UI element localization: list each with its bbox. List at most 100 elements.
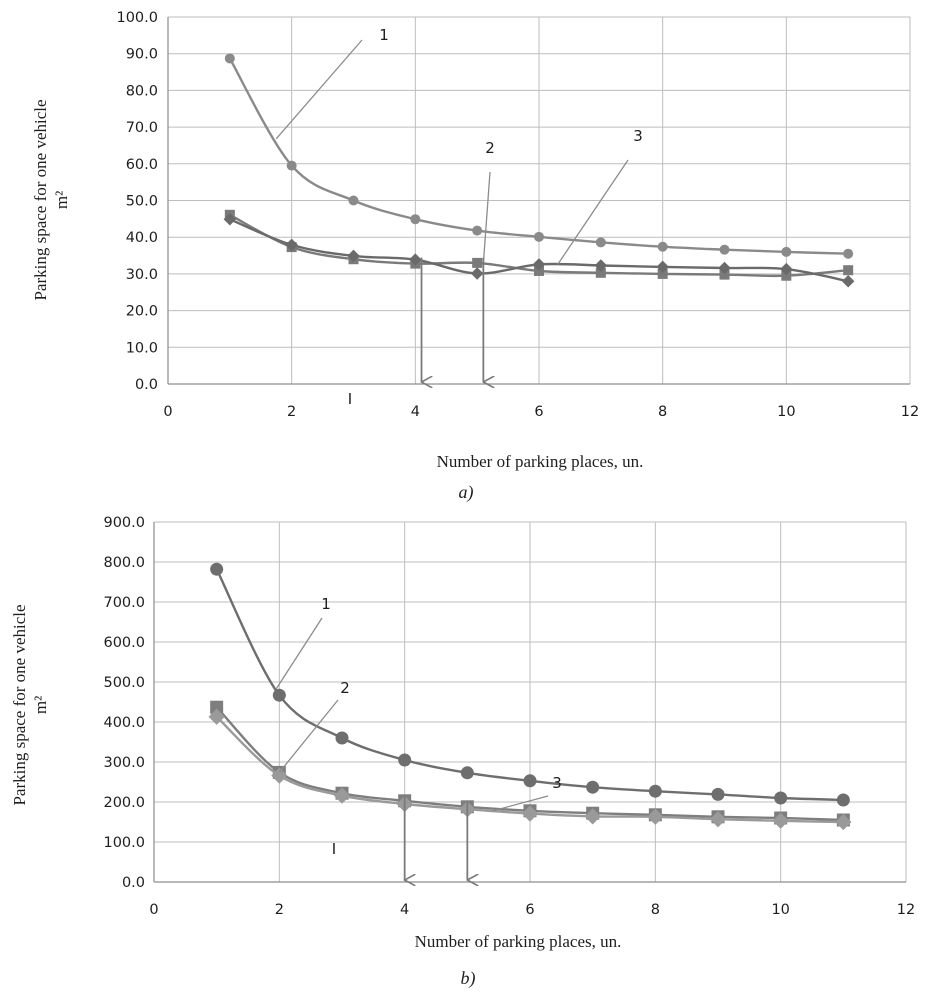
x-axis-label: Number of parking places, un.: [415, 932, 622, 951]
y-tick-label: 100.0: [116, 10, 158, 26]
data-point-circle: [586, 780, 600, 794]
y-tick-label: 700.0: [103, 595, 145, 611]
data-point-square: [719, 269, 730, 280]
annotation-leader: [482, 171, 491, 264]
gridlines: [167, 16, 911, 385]
data-point-diamond: [772, 812, 789, 829]
data-point-circle: [836, 793, 850, 807]
marker-text: I: [332, 840, 336, 858]
data-point-square: [843, 265, 854, 276]
x-tick-label: 2: [287, 404, 296, 420]
gridlines: [153, 521, 907, 883]
data-point-diamond: [521, 805, 539, 822]
data-point-circle: [410, 214, 421, 225]
y-tick-label: 100.0: [103, 835, 145, 851]
data-point-square: [534, 265, 544, 276]
data-point-circle: [472, 225, 483, 236]
y-tick-label: 300.0: [103, 755, 145, 771]
data-point-circle: [595, 237, 606, 248]
data-point-circle: [272, 688, 286, 702]
x-tick-label: 4: [400, 902, 409, 918]
data-point-diamond: [835, 813, 852, 831]
data-point-diamond: [594, 259, 608, 272]
y-tick-label: 70.0: [126, 120, 158, 136]
data-point-diamond: [532, 258, 546, 271]
data-point-diamond: [470, 267, 484, 280]
data-point-circle: [335, 731, 349, 745]
annotation-leader: [275, 39, 363, 140]
data-point-circle: [648, 784, 662, 798]
marker-text: I: [348, 390, 352, 408]
data-point-diamond: [409, 253, 422, 266]
y-tick-label: 600.0: [103, 635, 145, 651]
data-point-square: [210, 700, 224, 714]
x-tick-label: 4: [411, 404, 420, 420]
data-point-circle: [711, 787, 725, 801]
y-axis-label: Parking space for one vehicle: [10, 604, 29, 805]
x-tick-label: 8: [658, 404, 667, 420]
data-point-circle: [657, 241, 668, 252]
data-point-diamond: [841, 274, 855, 288]
annotation-leader: [492, 795, 549, 812]
data-point-circle: [210, 562, 224, 576]
caption: a): [459, 482, 474, 503]
x-tick-label: 0: [149, 902, 158, 918]
annotation-label: 3: [552, 774, 562, 792]
x-tick-label: 12: [901, 404, 919, 420]
y-axis-unit: m²: [52, 191, 71, 209]
data-point-circle: [460, 766, 474, 780]
annotation-leader: [278, 699, 339, 773]
data-point-circle: [774, 791, 788, 805]
data-point-diamond: [709, 811, 727, 828]
chart-a: Parking space for one vehicle m² Number …: [31, 10, 919, 503]
x-tick-label: 8: [651, 902, 660, 918]
data-point-diamond: [285, 238, 298, 252]
data-point-square: [781, 270, 792, 281]
y-tick-label: 900.0: [103, 515, 145, 531]
data-point-square: [657, 268, 668, 279]
data-point-diamond: [647, 808, 664, 825]
y-tick-label: 90.0: [126, 47, 158, 63]
y-tick-label: 10.0: [126, 340, 158, 356]
y-axis-unit: m²: [31, 696, 50, 714]
x-axis-label: Number of parking places, un.: [437, 452, 644, 471]
y-tick-label: 50.0: [126, 194, 158, 210]
y-tick-label: 0.0: [135, 377, 158, 393]
y-tick-label: 80.0: [126, 83, 158, 99]
x-tick-label: 2: [275, 902, 284, 918]
x-tick-label: 12: [897, 902, 915, 918]
annotation-leader: [275, 617, 323, 690]
data-point-diamond: [718, 261, 731, 275]
annotation-leader: [557, 159, 629, 266]
data-point-circle: [719, 244, 730, 255]
data-point-diamond: [333, 787, 351, 804]
y-tick-label: 40.0: [126, 230, 158, 246]
annotation-label: 2: [340, 679, 350, 697]
data-point-diamond: [780, 262, 793, 276]
data-point-circle: [781, 246, 792, 257]
data-point-circle: [523, 774, 537, 788]
series-line-1: [228, 57, 849, 255]
data-point-diamond: [656, 260, 669, 274]
y-tick-label: 0.0: [122, 875, 145, 891]
data-point-circle: [843, 248, 854, 259]
x-tick-label: 6: [534, 404, 543, 420]
y-tick-label: 60.0: [126, 157, 158, 173]
data-point-circle: [348, 195, 359, 206]
data-point-circle: [286, 160, 297, 171]
data-point-diamond: [271, 767, 288, 784]
data-point-diamond: [584, 808, 601, 825]
y-tick-label: 400.0: [103, 715, 145, 731]
data-point-circle: [224, 53, 235, 64]
y-axis-label: Parking space for one vehicle: [31, 99, 50, 300]
y-tick-label: 200.0: [103, 795, 145, 811]
data-point-circle: [534, 231, 544, 242]
data-point-diamond: [347, 249, 360, 263]
x-tick-label: 0: [163, 404, 172, 420]
annotation-label: 2: [485, 139, 495, 157]
chart-b: Parking space for one vehicle m² Number …: [10, 515, 915, 989]
data-point-square: [472, 257, 483, 268]
caption: b): [461, 968, 476, 989]
y-tick-label: 20.0: [126, 304, 158, 320]
